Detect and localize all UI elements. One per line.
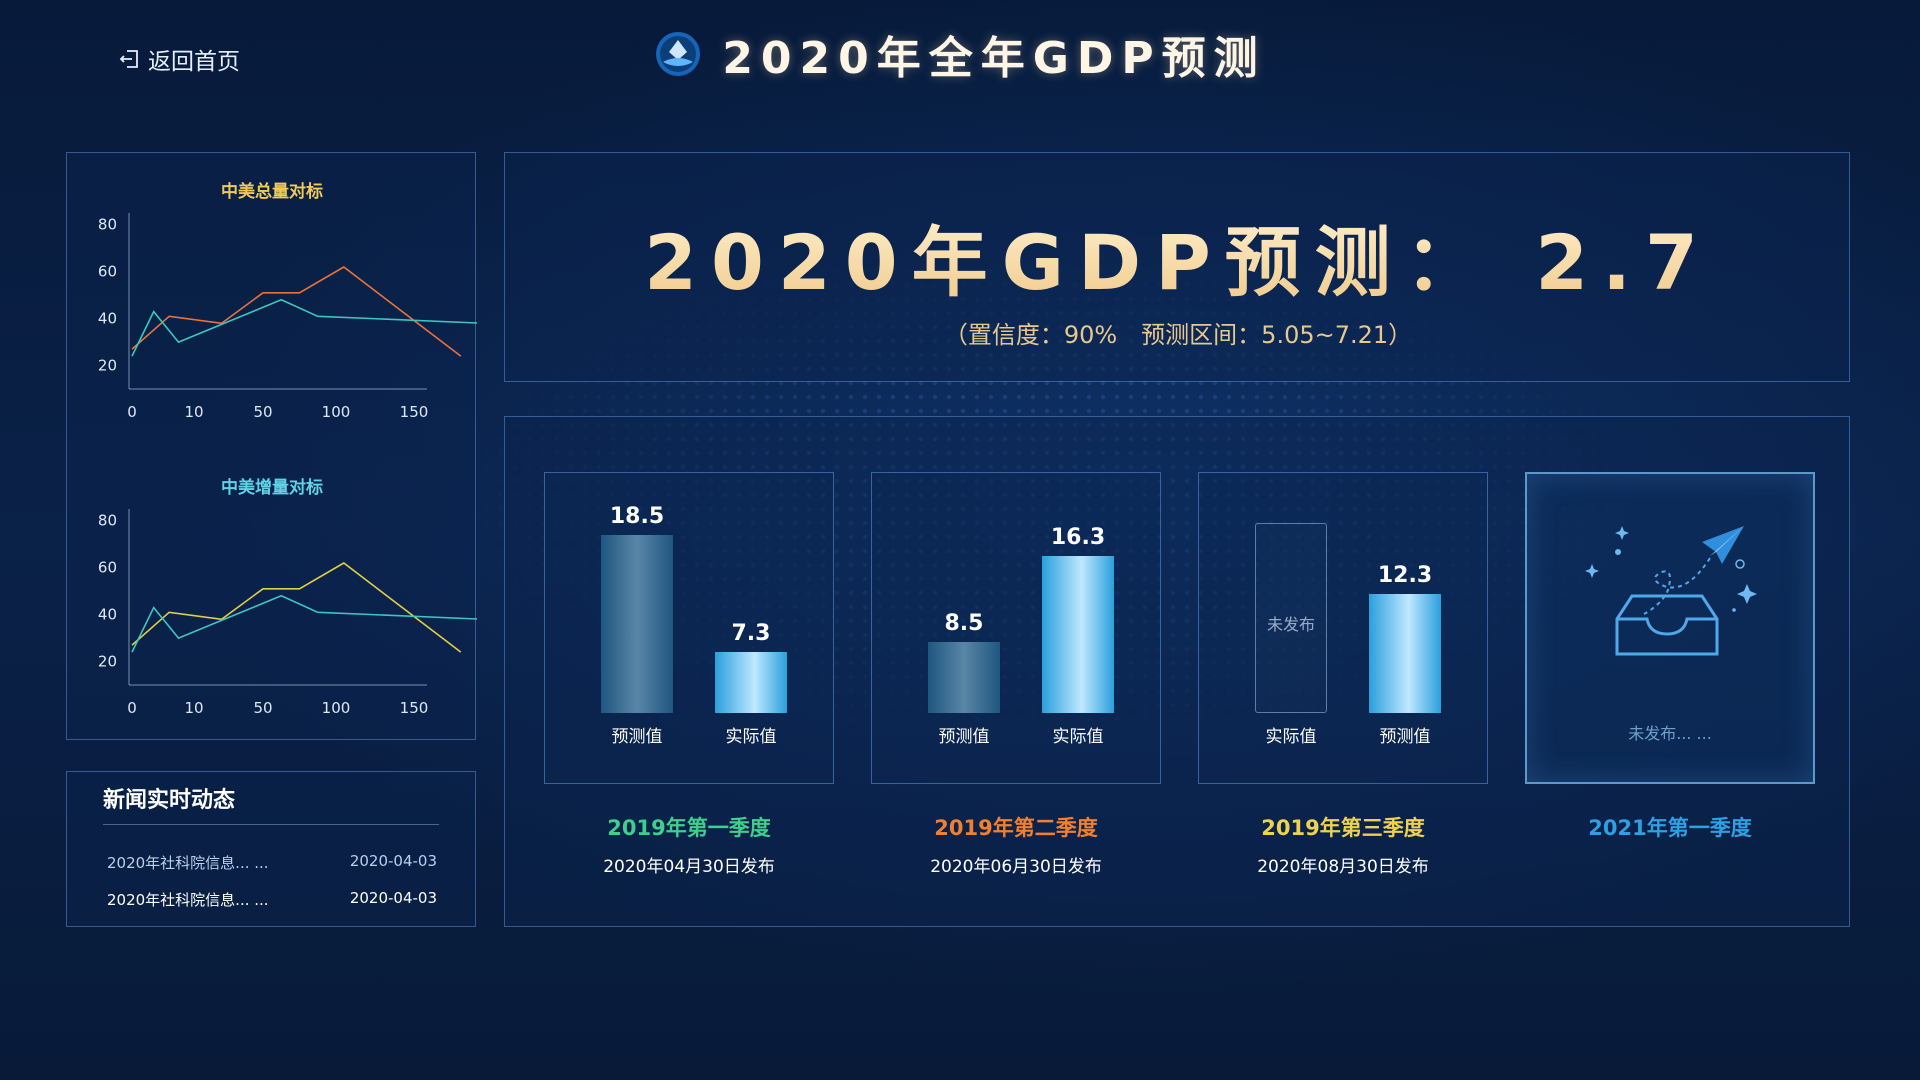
bar-value-label: 18.5 <box>609 504 665 529</box>
quarter-label: 2019年第三季度 <box>1261 816 1425 840</box>
x-tick-label: 100 <box>322 699 351 717</box>
y-tick-label: 40 <box>98 606 117 624</box>
predicted-bar <box>601 535 673 713</box>
y-tick-label: 60 <box>98 263 117 281</box>
series-line-2 <box>131 594 477 653</box>
back-home-label: 返回首页 <box>148 49 240 75</box>
paper-plane-inbox-icon <box>1585 526 1757 656</box>
x-tick-label: 10 <box>184 699 203 717</box>
quarter-card[interactable]: 未发布... ... <box>1525 472 1815 784</box>
chart-title: 中美增量对标 <box>221 478 323 498</box>
exit-icon <box>119 50 138 68</box>
quarter-release-date: 2020年08月30日发布 <box>1257 857 1429 877</box>
news-item-date: 2020-04-03 <box>349 852 437 870</box>
news-item[interactable]: 2020年社科院信息... ... 2020-04-03 <box>107 852 437 873</box>
actual-bar <box>1042 556 1114 713</box>
news-panel: 新闻实时动态 2020年社科院信息... ... 2020-04-03 2020… <box>66 771 476 927</box>
quarter-card[interactable]: 8.5 预测值 16.3 实际值 <box>871 472 1161 784</box>
quarter-label: 2019年第二季度 <box>934 816 1098 840</box>
news-item-text: 2020年社科院信息... ... <box>107 891 269 909</box>
y-tick-label: 80 <box>98 216 117 234</box>
x-tick-label: 0 <box>127 403 137 421</box>
y-tick-label: 20 <box>98 653 117 671</box>
y-tick-label: 60 <box>98 559 117 577</box>
gdp-forecast-detail: （置信度：90% 预测区间：5.05~7.21） <box>943 321 1413 349</box>
quarter-label: 2021年第一季度 <box>1588 816 1752 840</box>
bar-category-label: 预测值 <box>938 727 990 747</box>
page-title: 2020年全年GDP预测 <box>722 33 1266 84</box>
actual-bar <box>1369 594 1441 713</box>
chart-increment-svg: 80 60 40 20 0 10 50 100 150 <box>98 509 477 717</box>
predicted-bar <box>928 642 1000 713</box>
x-tick-label: 100 <box>322 403 351 421</box>
x-tick-label: 150 <box>400 699 429 717</box>
series-line-1 <box>131 562 462 653</box>
news-item-date: 2020-04-03 <box>349 889 437 907</box>
gdp-forecast-headline: 2020年GDP预测： 2.7 <box>505 201 1851 311</box>
bar-value-label: 7.3 <box>731 621 771 646</box>
empty-bar <box>1255 523 1327 713</box>
x-tick-label: 10 <box>184 403 203 421</box>
bar-value-label: 12.3 <box>1377 563 1433 588</box>
bar-value-label: 16.3 <box>1050 525 1106 550</box>
x-tick-label: 0 <box>127 699 137 717</box>
y-tick-label: 80 <box>98 512 117 530</box>
quarter-label: 2019年第一季度 <box>607 816 771 840</box>
back-home-button[interactable]: 返回首页 <box>118 42 240 76</box>
actual-bar <box>715 652 787 713</box>
x-tick-label: 50 <box>253 699 272 717</box>
series-line-1 <box>131 266 462 357</box>
bar-category-label: 实际值 <box>725 727 777 747</box>
x-tick-label: 50 <box>253 403 272 421</box>
quarter-card[interactable]: 未发布实际值 12.3 预测值 <box>1198 472 1488 784</box>
unpublished-label: 未发布 <box>1266 615 1315 634</box>
series-line-2 <box>131 298 477 357</box>
y-tick-label: 40 <box>98 310 117 328</box>
forecast-panel: 2020年GDP预测： 2.7 （置信度：90% 预测区间：5.05~7.21） <box>504 152 1850 382</box>
quarter-card[interactable]: 18.5 预测值 7.3 实际值 <box>544 472 834 784</box>
x-tick-label: 150 <box>400 403 429 421</box>
chart-total-svg: 80 60 40 20 0 10 50 100 150 <box>98 213 477 421</box>
bar-category-label: 预测值 <box>611 727 663 747</box>
page-header: 2020年全年GDP预测 <box>0 22 1920 86</box>
news-item[interactable]: 2020年社科院信息... ... 2020-04-03 <box>107 889 437 910</box>
quarter-release-date: 2020年04月30日发布 <box>603 857 775 877</box>
bar-category-label: 实际值 <box>1265 727 1317 747</box>
logo-icon <box>656 32 701 76</box>
unpublished-label: 未发布... ... <box>1628 724 1712 743</box>
comparison-charts-panel: 中美总量对标 80 60 40 20 0 10 50 100 150 中美增量对标 80 60 40… <box>66 152 477 740</box>
bar-category-label: 预测值 <box>1379 727 1431 747</box>
quarter-release-date: 2020年06月30日发布 <box>930 857 1102 877</box>
bar-value-label: 8.5 <box>944 611 984 636</box>
bar-category-label: 实际值 <box>1052 727 1104 747</box>
chart-title: 中美总量对标 <box>221 182 323 202</box>
news-item-text: 2020年社科院信息... ... <box>107 854 269 872</box>
news-divider <box>103 824 439 825</box>
news-title: 新闻实时动态 <box>103 788 236 813</box>
y-tick-label: 20 <box>98 357 117 375</box>
